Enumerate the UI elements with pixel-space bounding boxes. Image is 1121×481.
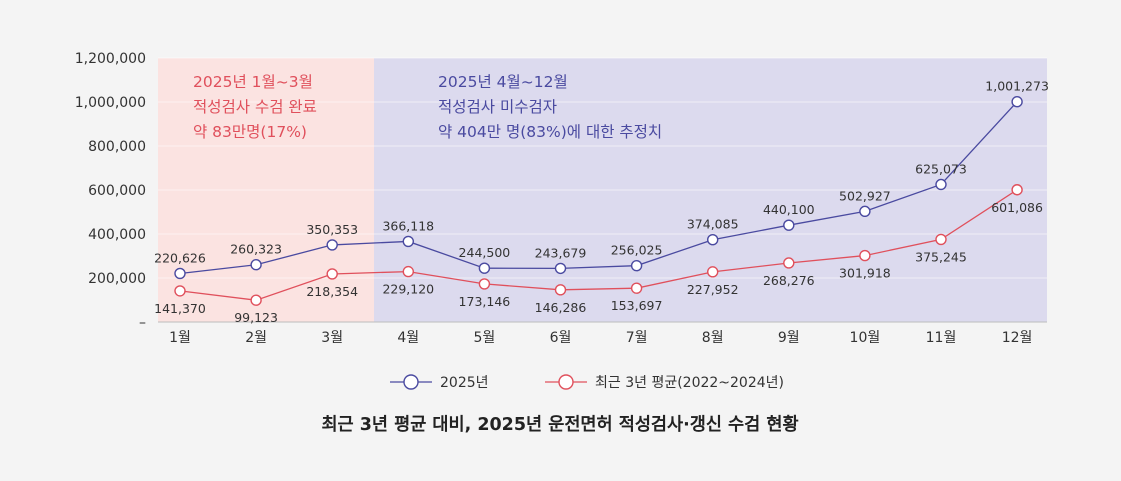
region-annotation-line: 적성검사 수검 완료 — [193, 98, 317, 116]
y-tick-label: 400,000 — [88, 227, 146, 243]
point-2025 — [859, 205, 871, 218]
x-tick-label: 3월 — [321, 330, 343, 346]
x-tick-label: 4월 — [397, 330, 419, 346]
y-tick-label: – — [139, 315, 146, 331]
region-annotation-line: 약 83만명(17%) — [193, 123, 307, 141]
data-label-avg: 229,120 — [382, 282, 434, 297]
point-avg — [478, 278, 491, 290]
data-label-2025: 502,927 — [839, 188, 891, 203]
data-label-avg: 601,086 — [991, 200, 1043, 215]
point-avg — [1011, 184, 1023, 196]
point-avg — [859, 249, 871, 262]
x-tick-label: 8월 — [702, 330, 724, 346]
point-avg — [554, 284, 567, 296]
x-tick-label: 9월 — [778, 330, 800, 346]
point-2025 — [783, 219, 795, 231]
point-2025 — [554, 262, 567, 275]
legend-label: 2025년 — [440, 375, 489, 391]
region-annotation-line: 2025년 1월~3월 — [193, 73, 313, 91]
region-annotation-line: 2025년 4월~12월 — [438, 73, 568, 91]
data-label-avg: 268,276 — [763, 273, 815, 288]
data-label-2025: 625,073 — [915, 161, 967, 176]
point-avg — [630, 282, 643, 294]
region-annotation-line: 적성검사 미수검자 — [438, 98, 557, 116]
grid-lines — [158, 57, 1047, 323]
point-avg — [402, 265, 414, 278]
x-tick-label: 10월 — [850, 330, 881, 346]
data-labels: 141,370 99,123 218,354 229,120 173,146 146,28… — [154, 79, 1049, 325]
data-label-2025: 244,500 — [459, 245, 511, 260]
point-2025 — [707, 234, 719, 246]
point-avg — [174, 285, 186, 297]
data-label-avg: 375,245 — [915, 249, 967, 264]
y-tick-label: 800,000 — [88, 139, 146, 155]
data-label-avg: 99,123 — [234, 310, 278, 325]
point-2025 — [935, 178, 947, 191]
point-avg — [935, 233, 947, 246]
point-avg — [783, 257, 795, 269]
data-label-2025: 440,100 — [763, 202, 815, 217]
x-tick-label: 11월 — [926, 330, 957, 346]
data-label-2025: 260,323 — [230, 242, 282, 257]
data-label-2025: 350,353 — [306, 222, 358, 237]
data-label-avg: 218,354 — [306, 284, 358, 299]
data-label-2025: 374,085 — [687, 217, 739, 232]
legend-label: 최근 3년 평균(2022~2024년) — [595, 375, 784, 391]
data-label-avg: 301,918 — [839, 266, 891, 281]
point-2025 — [478, 262, 491, 274]
point-2025 — [1011, 96, 1023, 108]
data-label-avg: 173,146 — [459, 294, 511, 309]
y-tick-label: 600,000 — [88, 183, 146, 199]
point-2025 — [250, 259, 262, 271]
data-label-avg: 227,952 — [687, 282, 739, 297]
data-label-avg: 153,697 — [611, 298, 663, 313]
region-annotation-line: 약 404만 명(83%)에 대한 추정치 — [438, 123, 662, 141]
x-tick-label: 5월 — [474, 330, 496, 346]
chart-title: 최근 3년 평균 대비, 2025년 운전면허 적성검사·갱신 수검 현황 — [321, 415, 798, 435]
y-tick-label: 1,200,000 — [75, 51, 146, 67]
legend-marker — [403, 374, 419, 390]
data-label-2025: 243,679 — [535, 245, 587, 260]
point-2025 — [326, 239, 338, 251]
data-label-avg: 146,286 — [535, 300, 587, 315]
point-2025 — [174, 267, 186, 280]
y-tick-label: 1,000,000 — [75, 95, 146, 111]
series-lines — [179, 101, 1018, 301]
data-label-2025: 1,001,273 — [985, 79, 1049, 94]
series-line-2025 — [179, 101, 1018, 275]
series-points — [174, 96, 1023, 306]
x-tick-label: 12월 — [1002, 330, 1033, 346]
legend-marker — [558, 374, 574, 390]
x-axis: 1월 2월 3월 4월 5월 6월 7월 8월 9월 10월 11월 12월 — [169, 330, 1032, 346]
x-tick-label: 1월 — [169, 330, 191, 346]
x-tick-label: 2월 — [245, 330, 267, 346]
point-2025 — [630, 259, 643, 272]
point-avg — [326, 268, 338, 280]
y-tick-label: 200,000 — [88, 271, 146, 287]
data-label-avg: 141,370 — [154, 301, 206, 316]
point-avg — [250, 294, 262, 306]
series-line-avg — [179, 189, 1018, 301]
x-tick-label: 7월 — [626, 330, 648, 346]
data-label-2025: 366,118 — [382, 218, 434, 233]
point-avg — [707, 266, 719, 278]
data-label-2025: 256,025 — [611, 243, 663, 258]
point-2025 — [402, 235, 414, 248]
legend: 2025년 최근 3년 평균(2022~2024년) — [390, 374, 784, 391]
data-label-2025: 220,626 — [154, 250, 206, 265]
y-axis: – 200,000 400,000 600,000 800,000 1,000,000 1,… — [75, 51, 146, 331]
x-tick-label: 6월 — [550, 330, 572, 346]
